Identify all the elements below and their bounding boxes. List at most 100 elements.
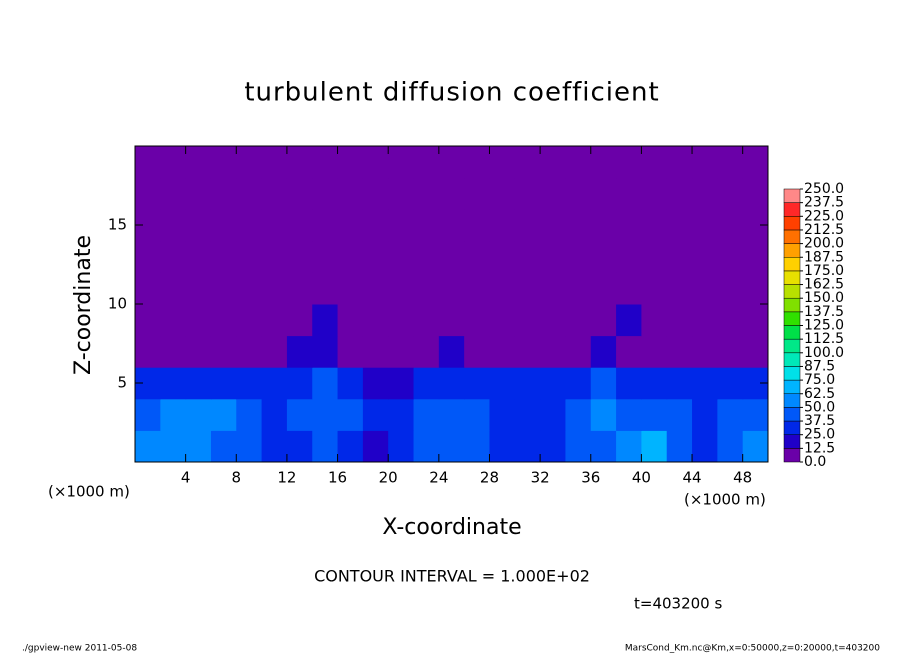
cell: [540, 367, 566, 400]
cell: [135, 240, 161, 273]
cell: [312, 240, 339, 273]
colorbar-label: 137.5: [804, 304, 844, 320]
cell: [160, 177, 187, 210]
colorbar-segment: [783, 257, 801, 272]
x-tick-label: 24: [429, 469, 448, 487]
x-tick-label: 40: [632, 469, 651, 487]
cell: [616, 177, 642, 210]
cell: [185, 367, 212, 400]
cell: [312, 335, 339, 368]
cell: [236, 398, 263, 431]
cell: [413, 209, 440, 242]
colorbar-segment: [783, 229, 801, 244]
colorbar-label: 87.5: [804, 358, 835, 374]
cell: [135, 398, 161, 431]
cell: [489, 304, 516, 337]
cell: [135, 430, 161, 463]
x-tick-label: 8: [232, 469, 242, 487]
cell: [312, 209, 339, 242]
cell: [616, 398, 642, 431]
cell: [438, 209, 465, 242]
cell: [590, 304, 617, 337]
cell: [565, 240, 592, 273]
cell: [210, 430, 237, 463]
cell: [261, 335, 288, 368]
cell: [692, 240, 718, 273]
cell: [514, 398, 541, 431]
cell: [413, 367, 440, 400]
cell: [261, 398, 288, 431]
cell: [236, 430, 263, 463]
cell: [641, 398, 668, 431]
cell: [261, 304, 288, 337]
cell: [742, 398, 769, 431]
cell: [489, 335, 516, 368]
y-tick-label: 5: [117, 374, 127, 392]
cell: [413, 304, 440, 337]
cell: [185, 304, 212, 337]
cell: [286, 272, 313, 305]
colorbar-label: 37.5: [804, 413, 835, 429]
cell: [692, 367, 718, 400]
cell: [413, 335, 440, 368]
cell: [388, 146, 415, 179]
cell: [540, 272, 566, 305]
cell: [616, 240, 642, 273]
cell: [464, 430, 490, 463]
cell: [565, 304, 592, 337]
colorbar-label: 175.0: [804, 263, 844, 279]
cell: [514, 335, 541, 368]
cell: [489, 177, 516, 210]
cell: [464, 367, 490, 400]
cell: [286, 335, 313, 368]
cell: [590, 209, 617, 242]
cell: [514, 272, 541, 305]
x-tick-label: 12: [277, 469, 296, 487]
cell: [540, 146, 566, 179]
cell: [388, 398, 415, 431]
cell: [565, 209, 592, 242]
cell: [362, 367, 389, 400]
cell: [160, 398, 187, 431]
colorbar-segment: [783, 216, 801, 231]
cell: [135, 272, 161, 305]
cell: [717, 240, 744, 273]
cell: [312, 146, 339, 179]
cell: [236, 272, 263, 305]
cell: [185, 398, 212, 431]
cell: [236, 335, 263, 368]
cell: [692, 146, 718, 179]
cell: [590, 430, 617, 463]
cell: [261, 367, 288, 400]
cell: [717, 304, 744, 337]
cell: [464, 146, 490, 179]
colorbar-label: 25.0: [804, 427, 835, 443]
cell: [337, 272, 364, 305]
colorbar-segment: [783, 393, 801, 408]
cell: [160, 240, 187, 273]
cell: [261, 430, 288, 463]
colorbar-label: 125.0: [804, 318, 844, 334]
cell: [210, 240, 237, 273]
cell: [641, 430, 668, 463]
cell: [590, 367, 617, 400]
cell: [590, 272, 617, 305]
y-axis-label: Z-coordinate: [71, 235, 96, 375]
colorbar-segment: [783, 448, 801, 463]
cell: [540, 304, 566, 337]
cell: [286, 146, 313, 179]
cell: [514, 177, 541, 210]
cell: [135, 304, 161, 337]
cell: [388, 367, 415, 400]
cell: [590, 146, 617, 179]
cell: [565, 335, 592, 368]
cell: [742, 304, 769, 337]
cell: [742, 430, 769, 463]
colorbar-segment: [783, 366, 801, 381]
cell: [616, 304, 642, 337]
cell: [438, 304, 465, 337]
cell: [362, 430, 389, 463]
colorbar-segment: [783, 420, 801, 435]
cell: [438, 335, 465, 368]
cell: [641, 177, 668, 210]
